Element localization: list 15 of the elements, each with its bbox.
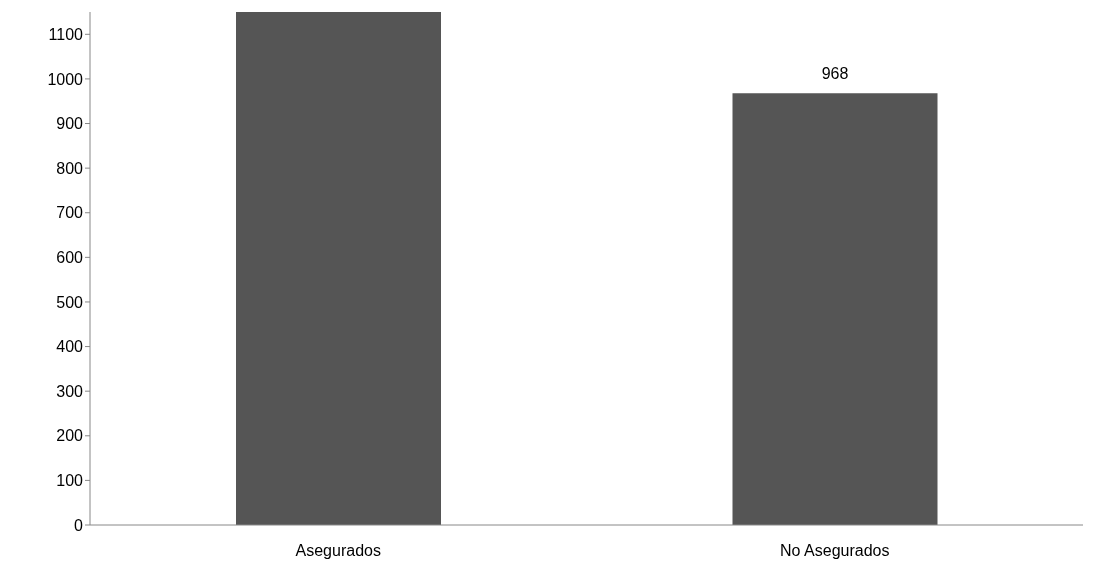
x-tick-label: No Asegurados <box>780 542 890 560</box>
y-tick-label: 500 <box>56 293 84 311</box>
y-tick-label: 1100 <box>48 25 84 43</box>
y-tick-label: 800 <box>56 159 84 177</box>
data-label: 968 <box>821 65 849 83</box>
y-tick-label: 100 <box>56 472 84 490</box>
y-tick-label: 600 <box>56 249 84 267</box>
y-tick-label: 900 <box>56 115 84 133</box>
x-tick-label: Asegurados <box>295 542 381 560</box>
y-tick-label: 200 <box>56 427 84 445</box>
y-tick-label: 1000 <box>47 70 84 88</box>
y-tick-label: 300 <box>56 382 84 400</box>
y-tick-label: 700 <box>56 204 84 222</box>
y-tick-label: 400 <box>56 338 84 356</box>
y-tick-label: 0 <box>74 516 84 534</box>
